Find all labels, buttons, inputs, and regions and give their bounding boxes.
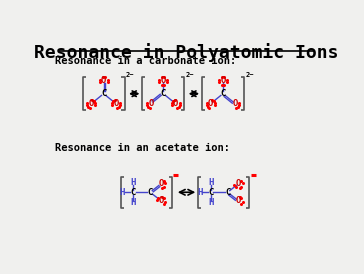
Text: H: H bbox=[119, 188, 125, 197]
Text: H: H bbox=[130, 178, 136, 187]
Text: H: H bbox=[197, 188, 202, 197]
Text: 2−: 2− bbox=[245, 72, 254, 78]
Text: C: C bbox=[130, 188, 136, 197]
Text: Resonance in a carbonate ion:: Resonance in a carbonate ion: bbox=[55, 56, 236, 66]
Text: C: C bbox=[147, 188, 153, 197]
Text: O: O bbox=[220, 76, 226, 85]
Text: O: O bbox=[233, 99, 238, 108]
Text: O: O bbox=[161, 76, 166, 85]
Text: Resonance in Polyatomic Ions: Resonance in Polyatomic Ions bbox=[34, 43, 339, 62]
Text: Resonance in an acetate ion:: Resonance in an acetate ion: bbox=[55, 143, 230, 153]
Text: 2−: 2− bbox=[186, 72, 194, 78]
Text: O: O bbox=[173, 99, 178, 108]
Text: C: C bbox=[208, 188, 213, 197]
Text: 2−: 2− bbox=[126, 72, 135, 78]
Text: O: O bbox=[148, 99, 154, 108]
Text: C: C bbox=[220, 89, 226, 98]
Text: C: C bbox=[225, 188, 230, 197]
Text: O: O bbox=[158, 179, 164, 188]
Text: O: O bbox=[158, 196, 164, 205]
Text: O: O bbox=[236, 179, 241, 188]
Text: C: C bbox=[101, 89, 106, 98]
Text: H: H bbox=[130, 198, 136, 207]
Text: H: H bbox=[208, 198, 213, 207]
Text: C: C bbox=[161, 89, 166, 98]
Text: O: O bbox=[208, 99, 213, 108]
Text: O: O bbox=[101, 76, 106, 85]
Text: O: O bbox=[88, 99, 94, 108]
Text: O: O bbox=[236, 196, 241, 205]
Text: O: O bbox=[113, 99, 119, 108]
Text: H: H bbox=[208, 178, 213, 187]
